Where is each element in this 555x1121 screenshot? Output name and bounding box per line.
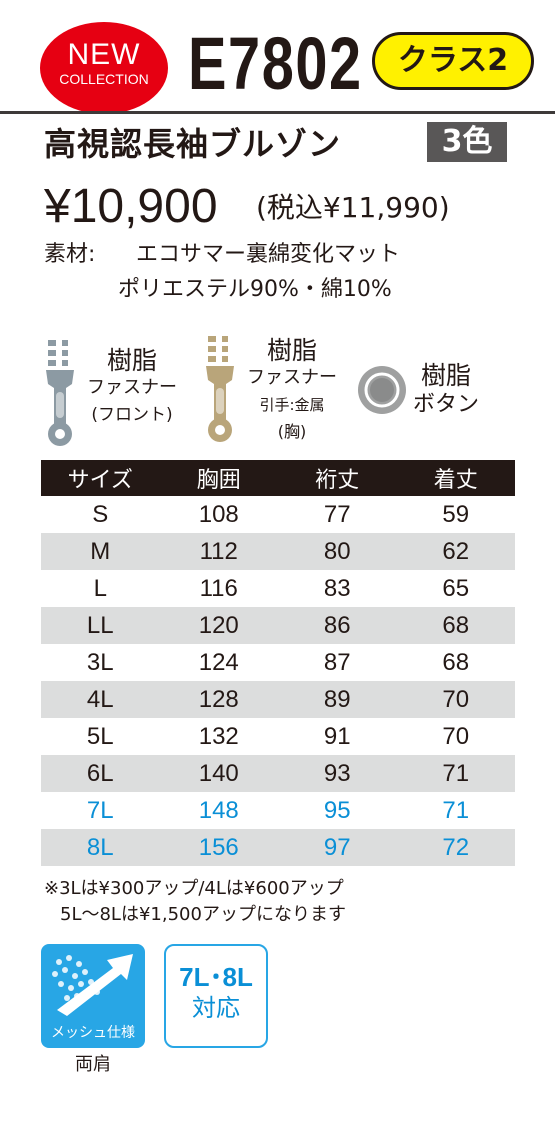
cell-size: LL [41,607,160,644]
table-row: 5L 132 91 70 [41,718,515,755]
cell-size: 4L [41,681,160,718]
zipper-chest-pull-note: 引手:金属 [259,396,325,414]
table-row: 8L 156 97 72 [41,829,515,866]
cell-chest: 116 [199,574,238,602]
mesh-feature-icon: メッシュ仕様 [41,944,145,1048]
price-with-tax: (税込¥11,990) [256,191,450,224]
cell-length: 71 [396,755,515,792]
cell-size: M [41,533,160,570]
zipper-chest-type: ファスナー [247,367,337,388]
material-label: 素材: [44,242,96,267]
cell-size: 6L [41,755,160,792]
cell-size: 8L [41,829,160,866]
cell-length: 65 [442,574,470,602]
table-row: LL 120 86 68 [41,607,515,644]
cell-chest: 124 [198,648,239,676]
price: ¥10,900 [44,180,218,233]
cell-sleeve: 91 [323,722,351,750]
new-badge-line2: COLLECTION [59,71,149,87]
header-size: サイズ [41,460,160,496]
cell-chest: 148 [198,796,239,824]
material-line-1: エコサマー裏綿変化マット [136,242,401,267]
cell-sleeve: 80 [278,533,397,570]
cell-chest: 132 [198,722,239,750]
cell-length: 72 [396,829,515,866]
cell-sleeve: 93 [278,755,397,792]
table-row: 3L 124 87 68 [41,644,515,681]
table-row: 4L 128 89 70 [41,681,515,718]
cell-sleeve: 77 [323,500,351,528]
zipper-front-title: 樹脂 [106,346,157,375]
cell-sleeve: 95 [323,796,351,824]
cell-length: 70 [442,722,470,750]
material-line-2: ポリエステル90%・綿10% [118,277,392,302]
large-size-badge: 7L･8L 対応 [164,944,268,1048]
header-chest: 胸囲 [159,460,278,496]
surcharge-note-2: 5L〜8Lは¥1,500アップになります [60,904,346,925]
product-name: 高視認長袖ブルゾン [44,125,342,163]
cell-sleeve: 97 [278,829,397,866]
button-title: 樹脂 [420,361,471,390]
cell-size: L [93,574,107,602]
zipper-front-location: (フロント) [91,405,173,425]
cell-sleeve: 86 [278,607,397,644]
header-divider [0,111,555,114]
button-type: ボタン [412,392,479,417]
cell-sleeve: 89 [278,681,397,718]
large-size-range: 7L･8L [179,962,253,992]
mesh-arrow-icon [52,954,133,1016]
mesh-label: メッシュ仕様 [51,1025,135,1041]
cell-length: 68 [396,607,515,644]
zipper-front-type: ファスナー [87,377,177,398]
cell-size: S [92,500,109,528]
zipper-chest-icon [206,336,234,442]
zipper-chest-title: 樹脂 [266,336,317,365]
large-size-supported: 対応 [192,994,240,1022]
header-length: 着丈 [396,460,515,496]
cell-length: 71 [442,796,470,824]
new-badge-line1: NEW [67,38,141,71]
cell-chest: 108 [198,500,239,528]
size-table-header: サイズ 胸囲 裄丈 着丈 [41,460,515,496]
mesh-location: 両肩 [75,1054,111,1075]
header-sleeve: 裄丈 [278,460,397,496]
table-row: 7L 148 95 71 [41,792,515,829]
table-row: L 116 83 65 [41,570,515,607]
cell-size: 5L [86,722,114,750]
color-count-badge: 3色 [427,122,507,162]
surcharge-note-1: ※3Lは¥300アップ/4Lは¥600アップ [44,878,344,899]
cell-chest: 128 [159,681,278,718]
cell-length: 70 [396,681,515,718]
cell-size: 3L [86,648,114,676]
new-collection-badge: NEW COLLECTION [40,22,168,114]
cell-sleeve: 83 [323,574,351,602]
resin-button-icon [358,366,406,414]
cell-chest: 112 [159,533,278,570]
cell-length: 59 [442,500,470,528]
cell-chest: 156 [159,829,278,866]
zipper-front-icon [46,340,74,446]
table-row: S 108 77 59 [41,496,515,533]
cell-sleeve: 87 [323,648,351,676]
class-badge: クラス2 [372,32,534,90]
model-number: E7802 [188,22,363,105]
size-table: サイズ 胸囲 裄丈 着丈 S 108 77 59 M 112 80 62 L 1… [41,460,515,866]
cell-length: 68 [442,648,470,676]
cell-length: 62 [396,533,515,570]
zipper-chest-location: (胸) [277,422,307,441]
cell-chest: 120 [159,607,278,644]
table-row: M 112 80 62 [41,533,515,570]
cell-size: 7L [86,796,114,824]
cell-chest: 140 [159,755,278,792]
table-row: 6L 140 93 71 [41,755,515,792]
